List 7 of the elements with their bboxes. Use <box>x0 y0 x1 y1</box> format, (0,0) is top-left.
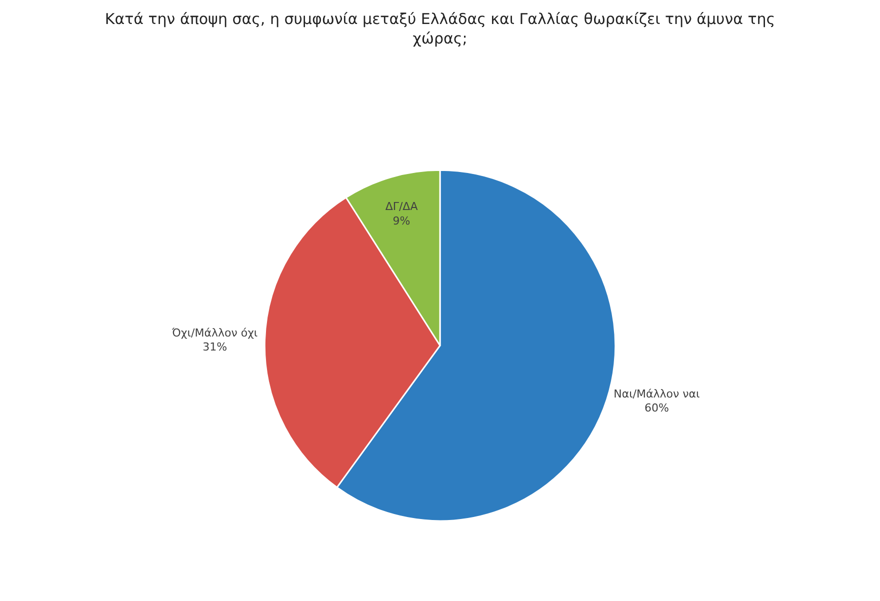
slice-label: ΔΓ/ΔΑ <box>385 200 418 214</box>
data-label: 9% <box>392 214 410 228</box>
slice-label: Όχι/Μάλλον όχι <box>170 326 258 340</box>
slice-label: Ναι/Μάλλον ναι <box>614 387 700 400</box>
data-label: 60% <box>644 402 669 415</box>
chart-title: Κατά την άποψη σας, η συμφωνία μεταξύ Ελλάδας και Γαλλίας θωρακίζει την άμυνα της χώρας; <box>104 10 776 48</box>
data-label: 31% <box>202 340 228 354</box>
